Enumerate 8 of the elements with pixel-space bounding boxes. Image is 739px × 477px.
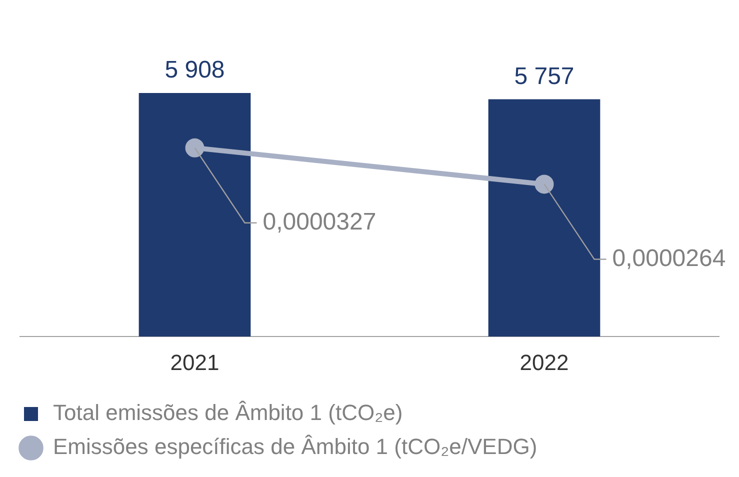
x-tick-label: 2022 xyxy=(520,350,569,375)
data-label: 0,0000264 xyxy=(612,244,726,272)
data-label: 5 908 xyxy=(164,56,225,84)
x-tick-label: 2021 xyxy=(170,350,220,375)
data-label: 5 757 xyxy=(514,62,574,90)
legend-label: Emissões específicas de Âmbito 1 (tCO₂e/VEDG) xyxy=(53,434,538,460)
legend-label: Total emissões de Âmbito 1 (tCO₂e) xyxy=(53,400,403,426)
data-label: 0,0000327 xyxy=(262,208,376,236)
